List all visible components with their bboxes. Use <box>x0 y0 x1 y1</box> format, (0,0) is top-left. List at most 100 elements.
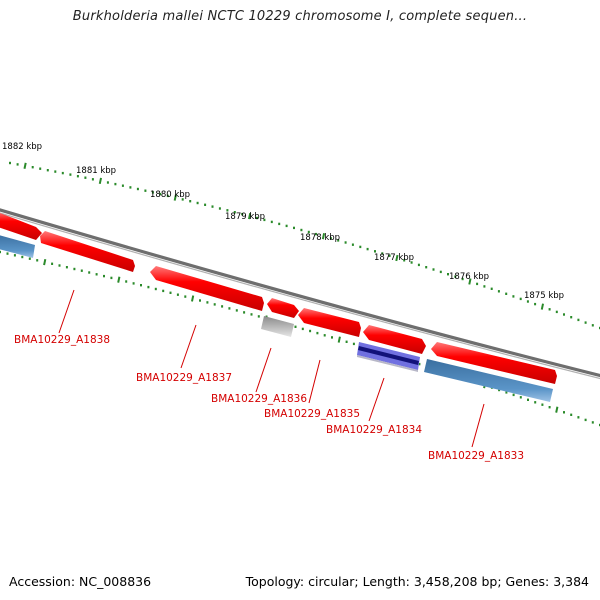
feature-forward-0[interactable] <box>0 211 42 240</box>
gene-label-a1835[interactable]: BMA10229_A1835 <box>264 408 360 420</box>
major-tick-mark <box>247 212 252 220</box>
minor-tick-mark <box>403 259 406 262</box>
minor-tick-mark <box>233 211 236 214</box>
feature-forward-6[interactable] <box>431 342 557 384</box>
leader-a1836 <box>255 347 272 393</box>
minor-tick-mark <box>46 169 49 172</box>
minor-tick-mark <box>106 181 109 184</box>
minor-tick-mark <box>184 295 187 298</box>
feature-reverse-blue-right[interactable] <box>424 359 553 402</box>
minor-tick-mark <box>6 252 9 255</box>
minor-tick-mark <box>526 300 529 303</box>
minor-tick-mark <box>584 418 587 422</box>
minor-tick-mark <box>136 187 139 191</box>
minor-tick-mark <box>498 388 501 392</box>
genome-summary-text: Topology: circular; Length: 3,458,208 bp… <box>245 574 589 589</box>
minor-tick-mark <box>331 336 333 339</box>
minor-tick-mark <box>196 201 199 205</box>
major-tick-mark <box>190 295 195 302</box>
minor-tick-mark <box>176 293 179 296</box>
minor-tick-mark <box>69 173 72 176</box>
minor-tick-mark <box>293 226 295 230</box>
minor-tick-mark <box>241 212 244 216</box>
minor-tick-mark <box>374 250 376 253</box>
minor-tick-mark <box>103 274 105 278</box>
minor-tick-mark <box>316 331 319 335</box>
minor-tick-mark <box>410 261 413 264</box>
tick-label-1878: 1878 kbp <box>300 233 340 243</box>
minor-tick-mark <box>114 182 117 186</box>
minor-tick-mark <box>381 252 384 255</box>
feature-forward-5[interactable] <box>363 325 426 354</box>
minor-tick-mark <box>584 321 587 324</box>
minor-tick-mark <box>388 254 391 257</box>
feature-forward-2[interactable] <box>150 266 264 311</box>
major-tick-mark <box>117 276 121 283</box>
minor-tick-mark <box>432 268 435 271</box>
minor-tick-mark <box>497 290 500 293</box>
leader-a1838 <box>58 289 75 334</box>
minor-tick-mark <box>534 401 537 404</box>
minor-tick-mark <box>169 291 172 294</box>
major-tick-mark <box>23 162 27 169</box>
minor-tick-mark <box>555 310 558 314</box>
feature-forward-1[interactable] <box>40 231 135 272</box>
minor-tick-mark <box>16 163 19 166</box>
minor-tick-mark <box>548 308 551 311</box>
minor-tick-mark <box>31 166 34 169</box>
minor-tick-mark <box>352 342 355 346</box>
leader-a1837 <box>180 324 197 369</box>
minor-tick-mark <box>591 324 594 327</box>
gene-label-a1836[interactable]: BMA10229_A1836 <box>211 393 307 405</box>
minor-tick-mark <box>65 266 68 269</box>
minor-tick-mark <box>519 396 522 399</box>
minor-tick-mark <box>548 406 551 409</box>
feature-forward-4[interactable] <box>298 308 361 337</box>
tick-label-1882: 1882 kbp <box>2 142 42 152</box>
minor-tick-mark <box>570 413 573 416</box>
minor-tick-mark <box>366 247 369 251</box>
minor-tick-mark <box>591 421 594 424</box>
feature-reverse-blue-left[interactable] <box>0 234 35 258</box>
minor-tick-mark <box>147 285 150 289</box>
minor-tick-mark <box>181 198 184 201</box>
minor-tick-mark <box>300 228 303 232</box>
feature-reverse-darkblue-shadow <box>357 355 418 372</box>
minor-tick-mark <box>58 264 61 267</box>
minor-tick-mark <box>39 167 42 170</box>
feature-reverse-grey[interactable] <box>261 316 294 337</box>
minor-tick-mark <box>505 391 508 394</box>
minor-tick-mark <box>512 393 515 397</box>
reverse-features <box>0 234 553 402</box>
minor-tick-mark <box>132 282 135 285</box>
gene-label-a1834[interactable]: BMA10229_A1834 <box>326 424 422 436</box>
minor-tick-mark <box>417 263 420 267</box>
feature-forward-3[interactable] <box>267 298 299 318</box>
forward-features <box>0 211 557 384</box>
gene-label-a1838[interactable]: BMA10229_A1838 <box>14 334 110 346</box>
minor-tick-mark <box>270 220 273 224</box>
leader-a1834 <box>368 377 385 422</box>
major-tick-mark <box>173 194 177 201</box>
minor-tick-mark <box>476 282 479 286</box>
outer-tick-ring <box>9 161 600 330</box>
minor-tick-mark <box>250 313 253 316</box>
minor-tick-mark <box>337 239 340 242</box>
gene-label-a1837[interactable]: BMA10229_A1837 <box>136 372 232 384</box>
minor-tick-mark <box>162 289 165 293</box>
minor-tick-mark <box>309 329 312 333</box>
minor-tick-mark <box>80 269 83 272</box>
minor-tick-mark <box>54 170 57 173</box>
backbone <box>0 208 600 380</box>
minor-tick-mark <box>505 292 508 295</box>
minor-tick-mark <box>359 245 362 249</box>
accession-text: Accession: NC_008836 <box>9 574 152 589</box>
gene-label-a1833[interactable]: BMA10229_A1833 <box>428 450 524 462</box>
leader-a1835 <box>308 359 321 404</box>
minor-tick-mark <box>454 275 457 278</box>
minor-tick-mark <box>0 250 1 254</box>
minor-tick-mark <box>95 273 98 276</box>
minor-tick-mark <box>61 171 64 175</box>
minor-tick-mark <box>256 216 258 220</box>
